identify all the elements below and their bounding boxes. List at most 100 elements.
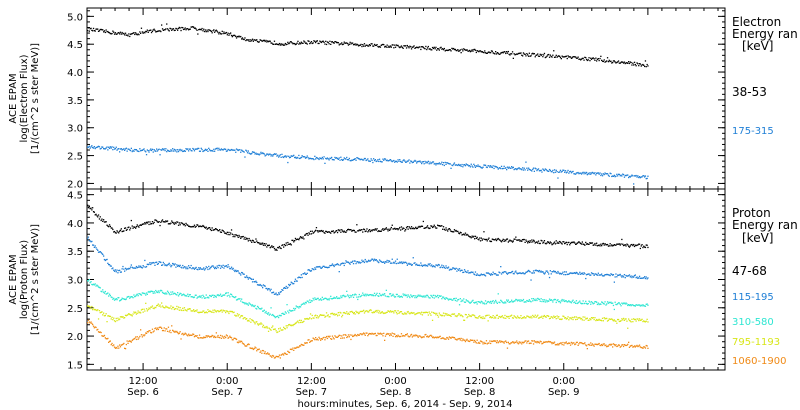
data-point xyxy=(619,244,621,246)
data-point xyxy=(584,316,586,318)
data-point xyxy=(564,56,566,58)
data-point xyxy=(203,312,206,314)
data-point xyxy=(149,29,151,31)
data-point xyxy=(315,268,317,270)
data-point xyxy=(547,271,549,273)
data-point xyxy=(481,301,483,303)
data-point xyxy=(192,26,194,28)
data-point xyxy=(315,229,317,231)
data-point xyxy=(395,44,398,46)
data-point xyxy=(541,315,543,317)
data-point xyxy=(192,333,194,335)
data-point xyxy=(209,227,211,229)
data-point xyxy=(286,287,288,289)
data-point xyxy=(230,229,233,231)
data-point xyxy=(234,270,236,273)
data-point xyxy=(358,261,360,263)
data-point xyxy=(474,341,477,343)
data-point xyxy=(357,312,360,315)
data-point xyxy=(578,58,580,60)
data-point xyxy=(154,150,156,152)
data-point xyxy=(286,304,288,306)
data-point xyxy=(447,266,450,268)
data-point xyxy=(93,284,95,286)
data-point xyxy=(169,223,171,225)
data-point xyxy=(352,263,355,265)
data-point xyxy=(645,276,647,278)
data-point xyxy=(439,295,441,297)
data-point xyxy=(566,301,568,303)
data-point xyxy=(379,332,382,334)
data-point xyxy=(184,27,186,29)
data-point xyxy=(92,307,95,309)
data-point xyxy=(245,302,247,304)
data-point xyxy=(630,244,632,246)
data-point xyxy=(542,342,544,344)
data-point xyxy=(206,312,208,314)
data-point xyxy=(435,296,437,298)
data-point xyxy=(158,148,160,150)
data-point xyxy=(505,340,507,342)
data-point xyxy=(532,314,534,317)
data-point xyxy=(439,335,441,337)
data-point xyxy=(552,341,554,344)
data-point xyxy=(392,160,394,162)
data-point xyxy=(280,247,282,250)
data-point xyxy=(100,219,102,222)
data-point xyxy=(175,266,177,268)
data-point xyxy=(119,151,121,153)
data-point xyxy=(562,271,564,273)
data-point xyxy=(543,299,546,301)
data-point xyxy=(145,332,147,334)
data-point xyxy=(174,263,176,265)
data-point xyxy=(585,302,588,305)
data-point xyxy=(153,28,155,30)
data-point xyxy=(209,310,211,312)
data-point xyxy=(377,332,379,334)
data-point xyxy=(422,46,424,48)
data-point xyxy=(112,228,114,231)
data-point xyxy=(135,313,138,315)
data-point xyxy=(328,299,330,301)
data-point xyxy=(155,306,157,309)
data-point xyxy=(363,294,365,296)
data-point xyxy=(301,237,303,239)
data-point xyxy=(349,334,351,336)
data-point xyxy=(368,44,371,46)
data-point xyxy=(172,306,174,308)
data-point xyxy=(317,266,319,268)
data-point xyxy=(438,162,440,164)
data-point xyxy=(231,233,233,235)
data-point xyxy=(104,148,106,150)
data-point xyxy=(212,309,214,311)
data-point xyxy=(266,312,268,314)
data-point xyxy=(330,232,332,234)
data-point xyxy=(384,335,387,337)
data-point xyxy=(484,50,486,52)
data-point xyxy=(312,158,314,160)
data-point xyxy=(256,281,258,284)
data-point xyxy=(484,274,486,276)
data-point xyxy=(409,263,411,265)
data-point xyxy=(590,242,592,244)
data-point xyxy=(300,304,302,306)
data-point xyxy=(251,319,254,322)
data-point xyxy=(197,337,199,339)
data-point xyxy=(340,337,342,339)
data-point xyxy=(161,24,163,26)
data-point xyxy=(332,230,334,232)
data-point xyxy=(574,272,576,274)
data-point xyxy=(92,323,94,326)
data-point xyxy=(574,242,576,244)
data-point xyxy=(235,299,238,301)
data-point xyxy=(490,240,492,243)
data-point xyxy=(315,339,318,341)
data-point xyxy=(543,300,545,303)
data-point xyxy=(108,315,111,317)
data-point xyxy=(389,262,392,264)
data-point xyxy=(559,318,561,320)
data-point xyxy=(289,156,292,158)
data-point xyxy=(326,267,329,269)
data-point xyxy=(522,169,525,171)
data-point xyxy=(273,328,276,330)
